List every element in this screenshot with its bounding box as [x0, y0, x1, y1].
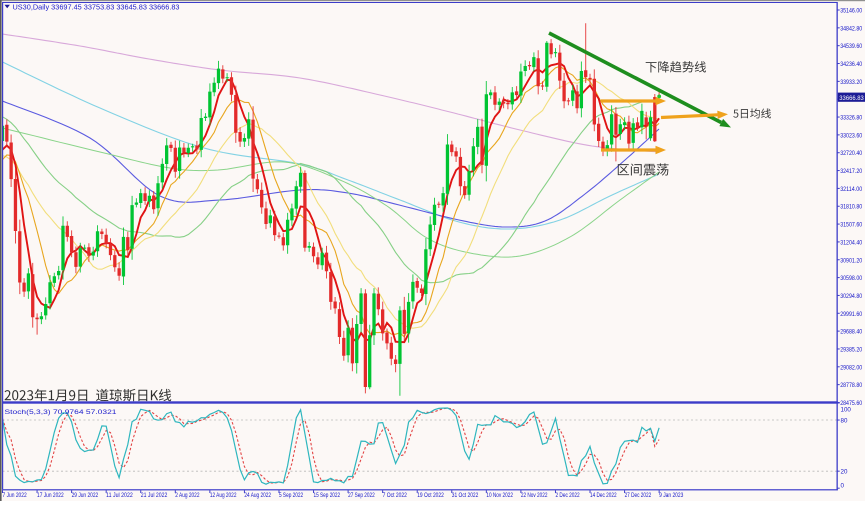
svg-text:22 Nov 2022: 22 Nov 2022 [521, 492, 548, 499]
svg-text:28475.60: 28475.60 [840, 400, 862, 407]
svg-text:10 Nov 2022: 10 Nov 2022 [486, 492, 513, 499]
svg-text:31204.40: 31204.40 [840, 239, 862, 246]
svg-text:33666.83: 33666.83 [839, 95, 864, 102]
svg-text:17 Jun 2022: 17 Jun 2022 [37, 492, 64, 499]
svg-text:US30,Daily 33697.45 33753.83: US30,Daily 33697.45 33753.83 33645.83 33… [13, 4, 180, 11]
svg-text:30294.80: 30294.80 [840, 293, 862, 300]
svg-text:29688.40: 29688.40 [840, 329, 862, 336]
svg-text:7 Jun 2022: 7 Jun 2022 [3, 492, 28, 499]
svg-text:15 Sep 2022: 15 Sep 2022 [314, 492, 341, 499]
svg-text:30598.00: 30598.00 [840, 275, 862, 282]
svg-text:27 Dec 2022: 27 Dec 2022 [625, 492, 652, 499]
svg-text:21 Jul 2022: 21 Jul 2022 [141, 492, 168, 499]
svg-text:29991.60: 29991.60 [840, 311, 862, 318]
svg-text:2 Aug 2022: 2 Aug 2022 [175, 492, 200, 499]
svg-text:31507.60: 31507.60 [840, 222, 862, 229]
svg-text:11 Jul 2022: 11 Jul 2022 [106, 492, 133, 499]
svg-text:32114.00: 32114.00 [840, 186, 862, 193]
svg-text:7 Oct 2022: 7 Oct 2022 [383, 492, 408, 499]
svg-text:35146.00: 35146.00 [840, 8, 862, 15]
svg-text:33326.80: 33326.80 [840, 115, 862, 122]
svg-text:33023.60: 33023.60 [840, 132, 862, 139]
svg-text:32720.40: 32720.40 [840, 150, 862, 157]
svg-text:29082.00: 29082.00 [840, 364, 862, 371]
svg-text:34539.60: 34539.60 [840, 43, 862, 50]
svg-text:31810.80: 31810.80 [840, 204, 862, 211]
svg-text:33933.20: 33933.20 [840, 79, 862, 86]
svg-text:34842.80: 34842.80 [840, 25, 862, 32]
svg-text:2 Dec 2022: 2 Dec 2022 [555, 492, 580, 499]
svg-text:34236.40: 34236.40 [840, 61, 862, 68]
svg-text:0: 0 [841, 483, 845, 490]
svg-text:80: 80 [841, 418, 848, 425]
svg-text:29 Jun 2022: 29 Jun 2022 [72, 492, 99, 499]
svg-text:30901.20: 30901.20 [840, 257, 862, 264]
svg-text:9 Jan 2023: 9 Jan 2023 [659, 492, 684, 499]
svg-text:31 Oct 2022: 31 Oct 2022 [452, 492, 479, 499]
svg-text:5 Sep 2022: 5 Sep 2022 [279, 492, 304, 499]
svg-text:28778.80: 28778.80 [840, 382, 862, 389]
svg-text:27 Sep 2022: 27 Sep 2022 [348, 492, 375, 499]
svg-text:19 Oct 2022: 19 Oct 2022 [417, 492, 444, 499]
svg-text:100: 100 [841, 407, 852, 414]
svg-text:24 Aug 2022: 24 Aug 2022 [244, 492, 271, 499]
svg-text:32417.20: 32417.20 [840, 168, 862, 175]
svg-text:14 Dec 2022: 14 Dec 2022 [590, 492, 617, 499]
svg-text:20: 20 [841, 469, 848, 476]
svg-text:29385.20: 29385.20 [840, 346, 862, 353]
svg-text:12 Aug 2022: 12 Aug 2022 [210, 492, 237, 499]
svg-text:Stoch(5,3,3) 70.9764 57.0321: Stoch(5,3,3) 70.9764 57.0321 [5, 409, 117, 416]
